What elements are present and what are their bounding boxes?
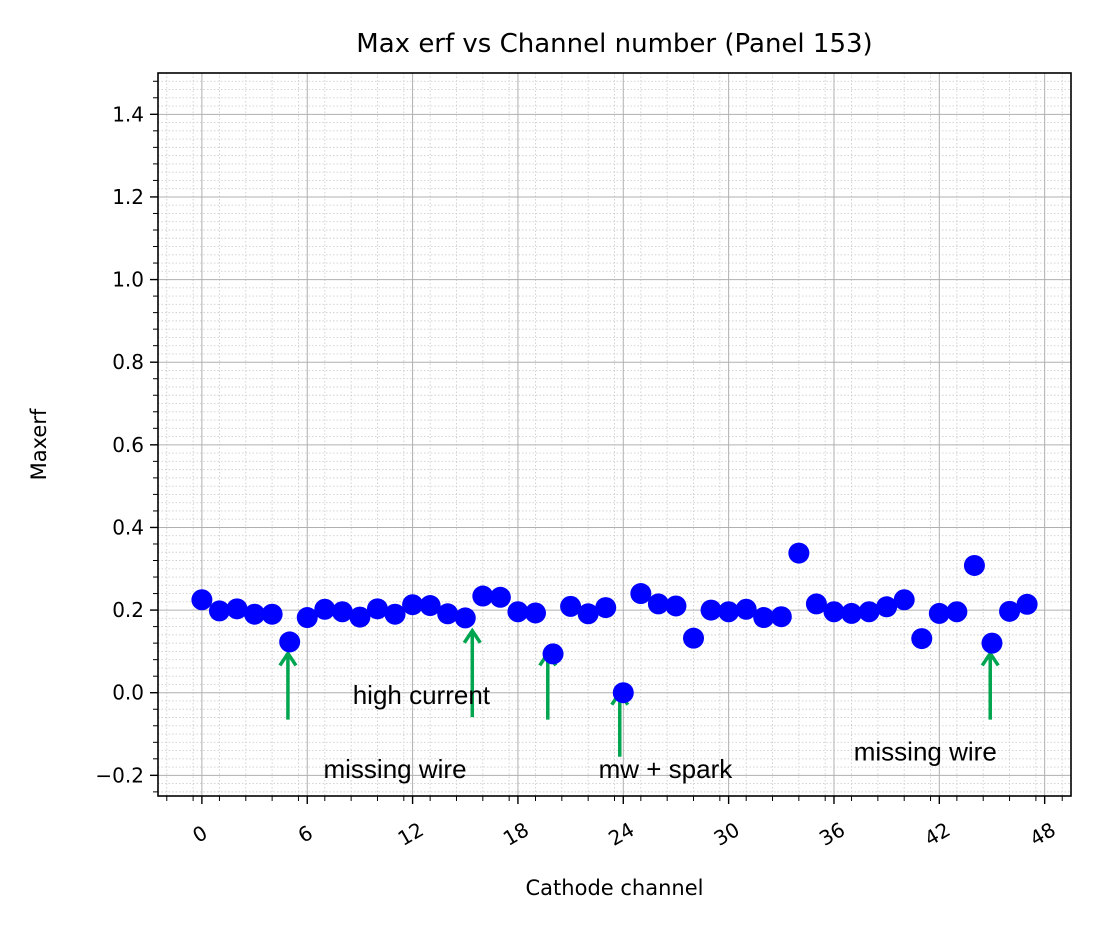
data-point: [507, 601, 529, 623]
data-point: [489, 586, 511, 608]
data-points: [191, 542, 1038, 704]
data-point: [560, 595, 582, 617]
x-tick-label: 42: [920, 817, 954, 851]
x-tick-label: 12: [394, 817, 428, 851]
annotation-label: missing wire: [854, 736, 997, 766]
data-point: [735, 598, 757, 620]
data-point: [911, 628, 933, 650]
data-point: [770, 606, 792, 628]
annotation-label: missing wire: [324, 754, 467, 784]
arrow-head: [462, 627, 482, 644]
data-point: [524, 602, 546, 624]
annotation-label: mw + spark: [599, 754, 734, 784]
y-axis-label: Maxerf: [27, 408, 51, 480]
data-point: [841, 602, 863, 624]
data-point: [788, 542, 810, 564]
data-point: [296, 607, 318, 629]
data-point: [665, 595, 687, 617]
data-point: [226, 598, 248, 620]
data-point: [612, 682, 634, 704]
data-point: [928, 602, 950, 624]
data-point: [805, 593, 827, 615]
data-point: [331, 601, 353, 623]
data-point: [349, 606, 371, 628]
x-tick-label: 30: [710, 817, 744, 851]
data-point: [437, 603, 459, 625]
y-tick-label: 1.0: [112, 268, 144, 292]
data-point: [700, 599, 722, 621]
y-tick-label: 0.0: [112, 681, 144, 705]
x-tick-label: 0: [188, 820, 211, 847]
data-point: [577, 603, 599, 625]
chart-title: Max erf vs Channel number (Panel 153): [356, 29, 872, 59]
data-point: [981, 632, 1003, 654]
annotations: missing wire high current mw + spark missin…: [278, 627, 1000, 784]
data-point: [261, 603, 283, 625]
y-tick-label: 1.2: [112, 185, 144, 209]
data-point: [999, 600, 1021, 622]
data-point: [858, 601, 880, 623]
data-point: [753, 607, 775, 629]
data-point: [683, 627, 705, 649]
data-point: [472, 585, 494, 607]
data-point: [647, 593, 669, 615]
data-point: [402, 594, 424, 616]
y-tick-label: 1.4: [112, 102, 144, 126]
plot-frame: [157, 72, 1072, 797]
data-point: [718, 601, 740, 623]
data-point: [244, 603, 266, 625]
annotation-label: high current: [353, 680, 491, 710]
grid: [158, 73, 1071, 796]
data-point: [823, 601, 845, 623]
data-point: [963, 554, 985, 576]
data-point: [366, 598, 388, 620]
y-tick-label: 0.4: [112, 515, 144, 539]
data-point: [946, 601, 968, 623]
y-tick-label: −0.2: [95, 763, 144, 787]
x-axis-label: Cathode channel: [526, 876, 704, 900]
data-point: [893, 589, 915, 611]
x-tick-label: 6: [294, 820, 317, 847]
data-point: [876, 596, 898, 618]
arrow-head: [278, 650, 298, 667]
data-point: [630, 583, 652, 605]
data-point: [542, 643, 564, 665]
x-tick-label: 18: [499, 817, 533, 851]
x-tick-label: 48: [1026, 817, 1060, 851]
x-tick-label: 24: [604, 817, 638, 851]
data-point: [208, 600, 230, 622]
y-tick-label: 0.6: [112, 433, 144, 457]
data-point: [279, 631, 301, 653]
data-point: [384, 603, 406, 625]
data-point: [1016, 593, 1038, 615]
data-point: [595, 597, 617, 619]
data-point: [191, 589, 213, 611]
y-tick-label: 0.2: [112, 598, 144, 622]
data-point: [314, 598, 336, 620]
data-point: [419, 595, 441, 617]
y-tick-label: 0.8: [112, 350, 144, 374]
x-tick-label: 36: [815, 817, 849, 851]
data-point: [454, 607, 476, 629]
